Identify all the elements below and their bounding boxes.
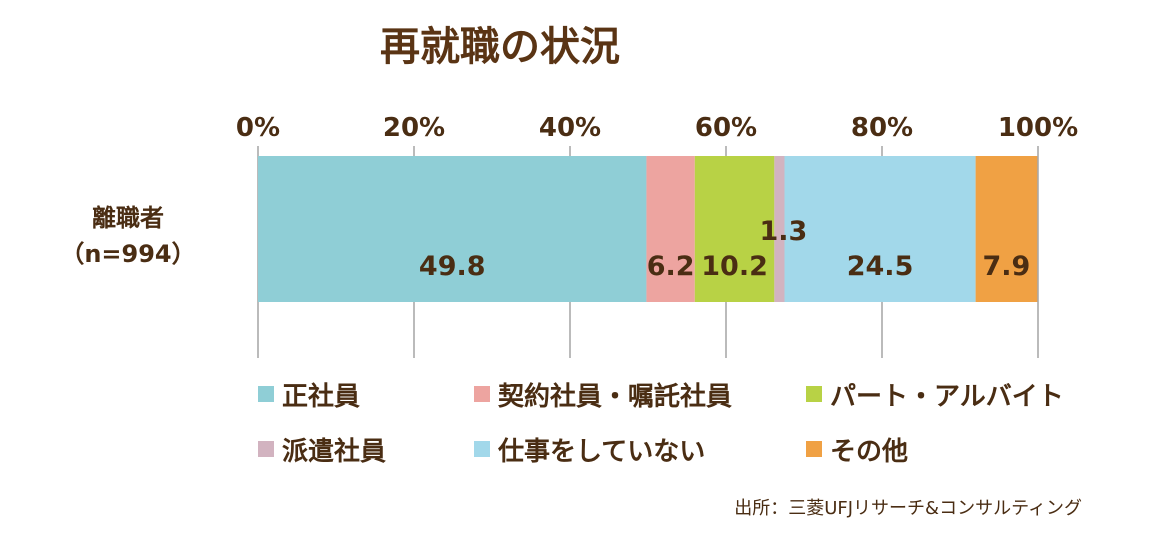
data-label: 1.3 [760, 216, 808, 247]
bar-segment [975, 156, 1038, 302]
x-tick-label: 80% [851, 113, 913, 143]
legend-swatch [258, 441, 274, 457]
legend-swatch [258, 386, 274, 402]
data-label: 10.2 [701, 251, 768, 282]
x-tick-label: 40% [539, 113, 601, 143]
data-label: 6.2 [647, 251, 695, 282]
category-label: （n=994） [60, 240, 195, 268]
legend-label: 契約社員・嘱託社員 [498, 381, 733, 412]
bar-segment [646, 156, 695, 302]
legend-item: 正社員 [258, 372, 360, 416]
legend-label: 正社員 [282, 381, 361, 412]
x-tick-label: 20% [383, 113, 445, 143]
bar-segment [694, 156, 775, 302]
legend-swatch [806, 386, 822, 402]
x-tick-label: 100% [998, 113, 1078, 143]
data-label: 24.5 [847, 251, 914, 282]
legend-swatch [806, 441, 822, 457]
legend-item: 契約社員・嘱託社員 [474, 372, 732, 416]
legend-swatch [474, 441, 490, 457]
bar-segment [784, 156, 976, 302]
category-label: 離職者 [92, 204, 164, 232]
bar-segment [258, 156, 647, 302]
x-tick-label: 0% [236, 113, 280, 143]
legend-item: パート・アルバイト [806, 372, 1064, 416]
bar-segment [774, 156, 785, 302]
legend-label: パート・アルバイト [830, 381, 1064, 412]
data-label: 49.8 [419, 251, 486, 282]
chart-title: 再就職の状況 [380, 24, 620, 70]
legend-label: 仕事をしていない [498, 436, 706, 467]
legend-item: その他 [806, 427, 908, 471]
legend-label: その他 [830, 436, 909, 467]
x-tick-label: 60% [695, 113, 757, 143]
legend-item: 仕事をしていない [474, 427, 705, 471]
data-label: 7.9 [982, 251, 1030, 282]
legend-item: 派遣社員 [258, 427, 386, 471]
source-note: 出所：三菱UFJリサーチ&コンサルティング [734, 498, 1082, 519]
legend-label: 派遣社員 [282, 436, 387, 467]
chart-legend: 正社員 契約社員・嘱託社員 パート・アルバイト派遣社員 仕事をしていない その他 [258, 372, 1118, 482]
legend-swatch [474, 386, 490, 402]
